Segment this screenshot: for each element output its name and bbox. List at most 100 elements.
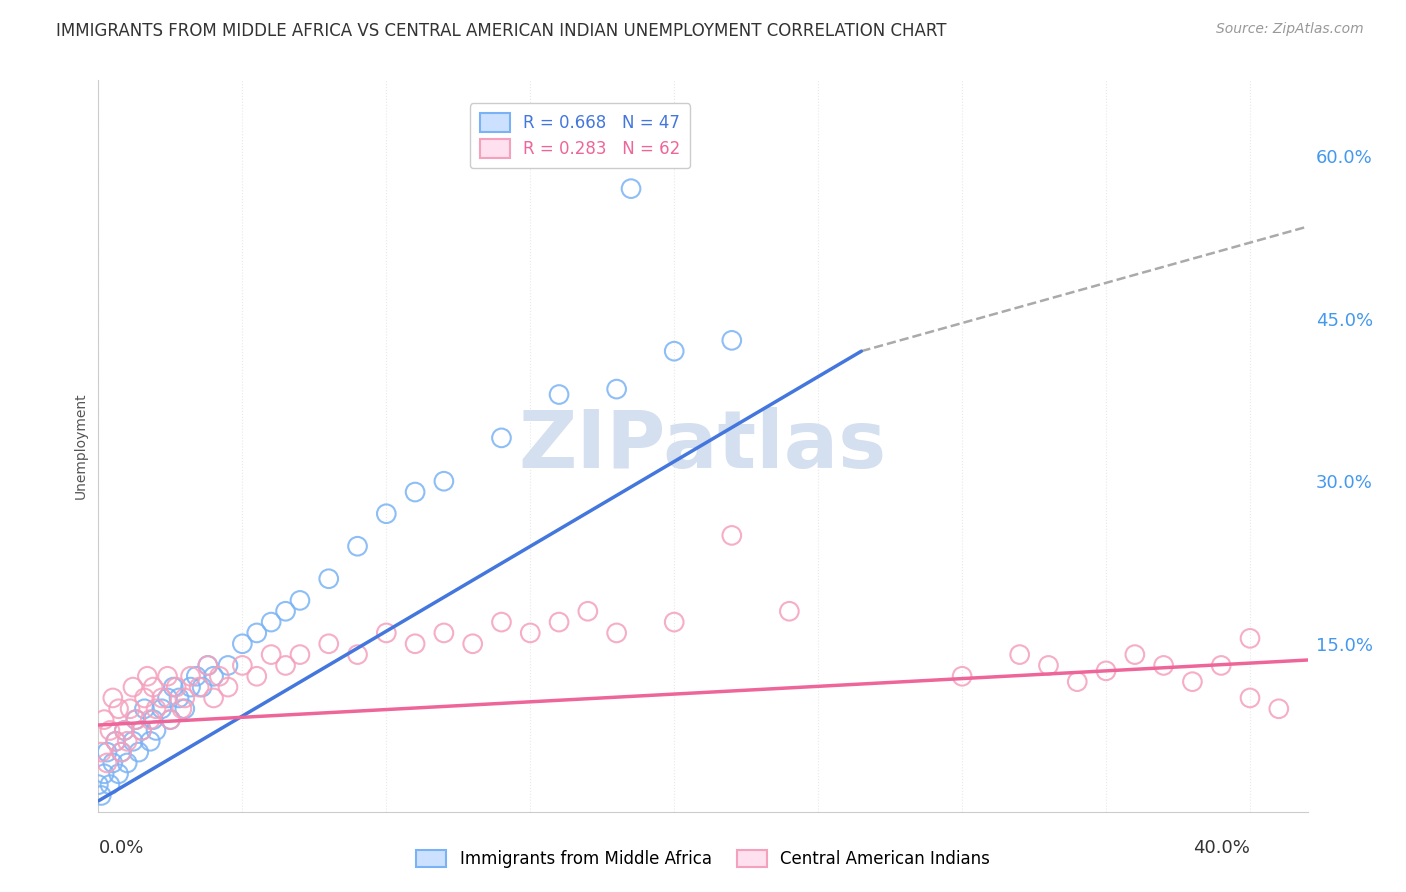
Point	[950, 669, 973, 683]
Point	[664, 615, 686, 629]
Point	[134, 690, 156, 705]
Point	[191, 680, 214, 694]
Point	[101, 690, 124, 705]
Point	[217, 680, 239, 694]
Point	[288, 593, 311, 607]
Point	[112, 723, 135, 738]
Point	[217, 658, 239, 673]
Point	[720, 334, 742, 348]
Point	[720, 528, 742, 542]
Point	[1008, 648, 1031, 662]
Legend: R = 0.668   N = 47, R = 0.283   N = 62: R = 0.668 N = 47, R = 0.283 N = 62	[470, 103, 690, 169]
Point	[202, 690, 225, 705]
Point	[1123, 648, 1146, 662]
Point	[548, 387, 571, 401]
Point	[260, 648, 283, 662]
Point	[170, 702, 193, 716]
Point	[1095, 664, 1118, 678]
Point	[90, 745, 112, 759]
Point	[145, 702, 167, 716]
Point	[107, 766, 129, 780]
Point	[142, 713, 165, 727]
Point	[246, 669, 269, 683]
Point	[548, 615, 571, 629]
Point	[145, 723, 167, 738]
Point	[150, 702, 173, 716]
Point	[620, 181, 643, 195]
Point	[664, 344, 686, 359]
Point	[150, 690, 173, 705]
Point	[274, 604, 297, 618]
Point	[1239, 690, 1261, 705]
Point	[125, 713, 148, 727]
Y-axis label: Unemployment: Unemployment	[73, 392, 87, 500]
Point	[231, 658, 253, 673]
Point	[1153, 658, 1175, 673]
Point	[159, 713, 181, 727]
Point	[375, 507, 398, 521]
Text: ZIPatlas: ZIPatlas	[519, 407, 887, 485]
Point	[159, 713, 181, 727]
Point	[98, 778, 121, 792]
Point	[404, 485, 426, 500]
Point	[461, 637, 484, 651]
Point	[173, 690, 195, 705]
Point	[576, 604, 599, 618]
Point	[125, 713, 148, 727]
Point	[491, 431, 513, 445]
Point	[519, 626, 541, 640]
Legend: Immigrants from Middle Africa, Central American Indians: Immigrants from Middle Africa, Central A…	[409, 843, 997, 875]
Point	[131, 723, 153, 738]
Point	[93, 766, 115, 780]
Point	[197, 658, 219, 673]
Point	[346, 539, 368, 553]
Point	[346, 648, 368, 662]
Point	[115, 756, 138, 770]
Point	[375, 626, 398, 640]
Point	[246, 626, 269, 640]
Point	[1181, 674, 1204, 689]
Point	[288, 648, 311, 662]
Text: 0.0%: 0.0%	[98, 838, 143, 857]
Point	[104, 734, 127, 748]
Point	[131, 723, 153, 738]
Point	[156, 669, 179, 683]
Point	[104, 734, 127, 748]
Point	[165, 680, 187, 694]
Point	[120, 702, 142, 716]
Point	[134, 702, 156, 716]
Point	[136, 669, 159, 683]
Point	[188, 680, 211, 694]
Point	[274, 658, 297, 673]
Point	[202, 669, 225, 683]
Point	[491, 615, 513, 629]
Point	[1239, 632, 1261, 646]
Point	[112, 723, 135, 738]
Point	[93, 713, 115, 727]
Point	[180, 680, 202, 694]
Point	[115, 734, 138, 748]
Point	[1268, 702, 1291, 716]
Point	[110, 745, 132, 759]
Point	[231, 637, 253, 651]
Point	[139, 734, 162, 748]
Point	[173, 702, 195, 716]
Point	[122, 734, 145, 748]
Point	[606, 626, 628, 640]
Point	[167, 690, 190, 705]
Point	[142, 680, 165, 694]
Point	[1066, 674, 1088, 689]
Point	[1038, 658, 1060, 673]
Point	[1211, 658, 1233, 673]
Point	[107, 702, 129, 716]
Point	[101, 756, 124, 770]
Point	[122, 680, 145, 694]
Point	[433, 474, 456, 488]
Point	[139, 713, 162, 727]
Point	[186, 669, 208, 683]
Point	[90, 789, 112, 803]
Point	[433, 626, 456, 640]
Point	[208, 669, 231, 683]
Point	[404, 637, 426, 651]
Point	[162, 680, 184, 694]
